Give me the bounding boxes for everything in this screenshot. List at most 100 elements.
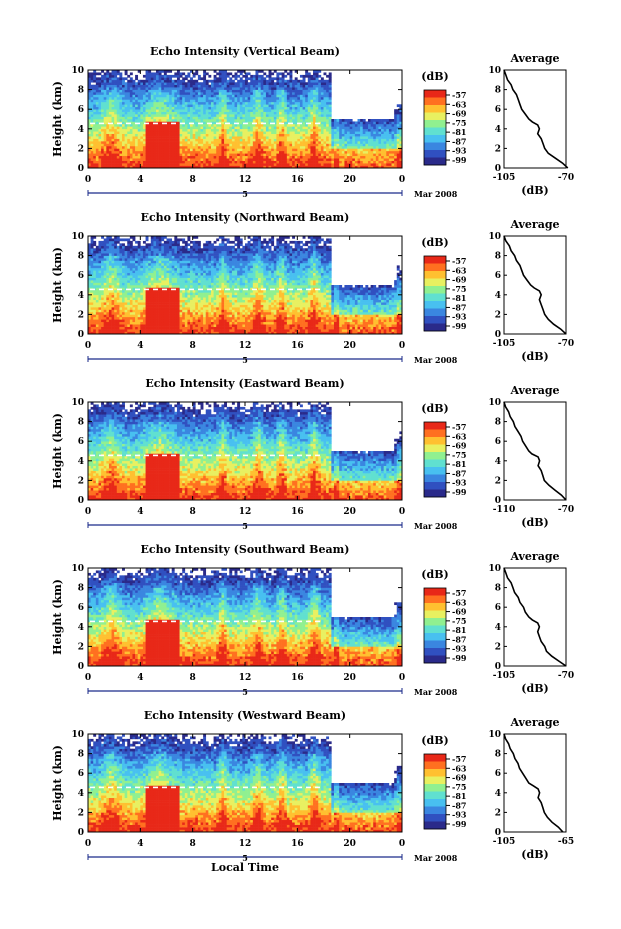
heatmap-cell bbox=[88, 126, 91, 130]
heatmap-cell bbox=[132, 299, 136, 303]
heatmap-cell bbox=[286, 92, 290, 95]
heatmap-cell bbox=[90, 92, 94, 95]
heatmap-cell bbox=[122, 238, 125, 242]
heatmap-cell bbox=[354, 155, 358, 159]
heatmap-cell bbox=[284, 126, 288, 130]
heatmap-cell bbox=[336, 143, 340, 147]
heatmap-cell bbox=[394, 141, 398, 144]
heatmap-cell bbox=[145, 153, 149, 157]
heatmap-cell bbox=[106, 324, 110, 327]
heatmap-cell bbox=[150, 126, 154, 130]
heatmap-cell bbox=[116, 324, 120, 327]
heatmap-cell bbox=[174, 94, 178, 98]
heatmap-cell bbox=[331, 123, 335, 127]
heatmap-cell bbox=[127, 111, 131, 115]
heatmap-cell bbox=[127, 148, 131, 152]
heatmap-cell bbox=[239, 72, 243, 76]
heatmap-cell bbox=[292, 136, 296, 139]
heatmap-cell bbox=[271, 84, 275, 88]
heatmap-cell bbox=[218, 131, 222, 134]
heatmap-cell bbox=[310, 99, 314, 103]
heatmap-cell bbox=[205, 72, 209, 76]
heatmap-cell bbox=[176, 94, 180, 98]
heatmap-cell bbox=[101, 148, 104, 152]
heatmap-cell bbox=[218, 74, 222, 78]
heatmap-cell bbox=[111, 309, 115, 313]
heatmap-cell bbox=[169, 123, 173, 127]
heatmap-cell bbox=[297, 84, 301, 88]
heatmap-cell bbox=[103, 155, 107, 159]
heatmap-cell bbox=[127, 89, 131, 93]
heatmap-cell bbox=[237, 109, 241, 112]
heatmap-cell bbox=[323, 119, 327, 122]
heatmap-cell bbox=[333, 158, 337, 161]
heatmap-cell bbox=[192, 165, 196, 169]
heatmap-cell bbox=[218, 109, 222, 112]
heatmap-cell bbox=[213, 126, 217, 130]
heatmap-cell bbox=[375, 133, 379, 137]
heatmap-cell bbox=[362, 160, 366, 164]
heatmap-cell bbox=[145, 114, 149, 117]
heatmap-cell bbox=[221, 116, 225, 120]
heatmap-cell bbox=[132, 309, 136, 313]
heatmap-cell bbox=[333, 133, 337, 137]
heatmap-cell bbox=[281, 150, 285, 154]
heatmap-cell bbox=[103, 277, 107, 281]
heatmap-cell bbox=[111, 72, 115, 76]
heatmap-cell bbox=[360, 133, 364, 137]
heatmap-cell bbox=[234, 165, 238, 169]
heatmap-cell bbox=[252, 126, 256, 130]
heatmap-cell bbox=[349, 148, 353, 152]
heatmap-cell bbox=[145, 160, 149, 164]
heatmap-cell bbox=[129, 114, 133, 117]
heatmap-cell bbox=[252, 155, 256, 159]
heatmap-cell bbox=[114, 289, 118, 293]
heatmap-cell bbox=[229, 119, 233, 122]
heatmap-cell bbox=[142, 153, 146, 157]
heatmap-cell bbox=[352, 153, 356, 157]
heatmap-cell bbox=[103, 160, 107, 164]
heatmap-cell bbox=[122, 136, 125, 139]
heatmap-cell bbox=[171, 119, 175, 122]
heatmap-cell bbox=[221, 79, 225, 83]
heatmap-cell bbox=[192, 128, 196, 132]
heatmap-cell bbox=[273, 92, 277, 95]
heatmap-cell bbox=[106, 265, 110, 269]
heatmap-cell bbox=[195, 84, 199, 88]
heatmap-cell bbox=[119, 87, 123, 90]
heatmap-cell bbox=[190, 145, 193, 149]
heatmap-cell bbox=[318, 99, 322, 103]
heatmap-cell bbox=[119, 321, 123, 325]
heatmap-cell bbox=[224, 111, 227, 115]
heatmap-cell bbox=[320, 121, 324, 125]
heatmap-cell bbox=[197, 163, 201, 166]
heatmap-cell bbox=[129, 87, 133, 90]
heatmap-cell bbox=[192, 87, 196, 90]
heatmap-cell bbox=[106, 101, 110, 105]
heatmap-cell bbox=[399, 119, 403, 122]
heatmap-cell bbox=[140, 128, 144, 132]
heatmap-cell bbox=[357, 150, 361, 154]
heatmap-cell bbox=[247, 72, 251, 76]
heatmap-cell bbox=[98, 163, 102, 166]
heatmap-cell bbox=[98, 321, 102, 325]
heatmap-cell bbox=[95, 307, 99, 310]
heatmap-cell bbox=[386, 133, 390, 137]
heatmap-cell bbox=[323, 94, 327, 98]
heatmap-cell bbox=[247, 148, 251, 152]
heatmap-cell bbox=[250, 155, 254, 159]
heatmap-cell bbox=[171, 84, 175, 88]
heatmap-cell bbox=[171, 133, 175, 137]
heatmap-cell bbox=[129, 260, 133, 264]
heatmap-cell bbox=[268, 114, 272, 117]
heatmap-cell bbox=[106, 72, 110, 76]
heatmap-cell bbox=[119, 155, 123, 159]
heatmap-cell bbox=[182, 153, 186, 157]
heatmap-cell bbox=[299, 143, 303, 147]
heatmap-cell bbox=[276, 111, 280, 115]
heatmap-cell bbox=[93, 74, 97, 78]
heatmap-cell bbox=[242, 94, 246, 98]
heatmap-cell bbox=[145, 155, 149, 159]
heatmap-cell bbox=[347, 138, 350, 142]
heatmap-cell bbox=[328, 143, 332, 147]
